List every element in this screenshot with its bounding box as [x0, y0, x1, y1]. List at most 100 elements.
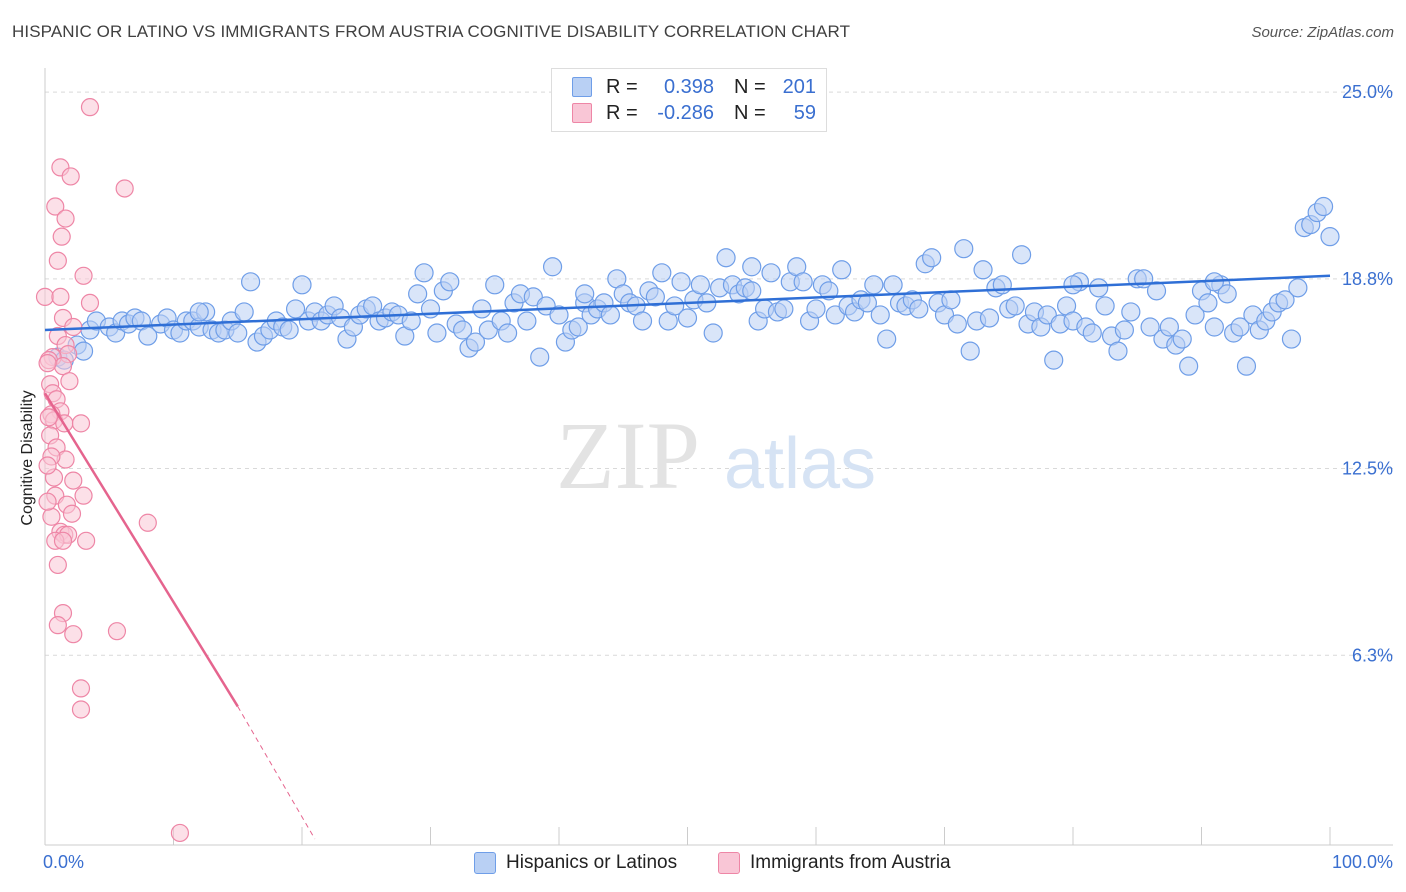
hispanics-point: [947, 314, 967, 334]
x-tick-label-min: 0.0%: [43, 852, 85, 872]
hispanics-point: [677, 308, 698, 328]
bottom-legend-swatch-hispanics: [474, 852, 496, 874]
legend-row-hispanics: R = 0.398 N = 201: [572, 74, 816, 100]
hispanics-point: [440, 272, 460, 292]
hispanics-point: [228, 323, 248, 343]
austria-point: [80, 293, 100, 313]
hispanics-point: [1230, 317, 1250, 337]
hispanics-point: [973, 260, 993, 280]
hispanics-point: [453, 320, 473, 340]
x-tick-label-max: 100.0%: [1331, 852, 1393, 872]
hispanics-point: [1044, 350, 1064, 370]
hispanics-point: [568, 317, 588, 337]
austria-point: [38, 492, 57, 511]
watermark-zip: ZIP: [556, 402, 700, 509]
hispanics-point: [1288, 278, 1308, 298]
hispanics-point: [1159, 317, 1179, 337]
legend-n-label: N =: [734, 101, 766, 124]
austria-point: [56, 209, 75, 228]
hispanics-point: [690, 275, 710, 295]
hispanics-point: [979, 308, 1000, 328]
austria-point: [53, 357, 73, 376]
hispanics-point: [742, 257, 762, 277]
austria-point: [64, 625, 83, 644]
legend-swatch-hispanics: [572, 77, 592, 97]
hispanics-point: [1146, 281, 1167, 301]
hispanics-point: [1095, 296, 1115, 316]
y-tick-label: 6.3%: [1352, 645, 1393, 665]
austria-trend-line-extension: [237, 706, 316, 840]
hispanics-point: [922, 248, 942, 268]
austria-point: [64, 317, 83, 337]
austria-point: [64, 471, 83, 490]
hispanics-point: [292, 275, 312, 295]
legend-swatch-austria: [572, 103, 592, 123]
hispanics-point: [498, 323, 518, 343]
hispanics-trend-line: [44, 274, 1331, 332]
hispanics-point: [1204, 317, 1224, 337]
hispanics-point: [530, 347, 550, 367]
austria-point: [107, 622, 127, 641]
austria-point: [53, 531, 73, 550]
hispanics-point: [774, 299, 794, 319]
chart-title: HISPANIC OR LATINO VS IMMIGRANTS FROM AU…: [12, 22, 851, 41]
hispanics-point: [1114, 320, 1135, 340]
hispanics-point: [870, 305, 890, 325]
austria-point: [35, 287, 55, 306]
austria-point: [74, 486, 93, 505]
hispanics-point: [1281, 329, 1302, 349]
austria-point: [48, 251, 67, 270]
hispanics-point: [189, 302, 209, 322]
austria-point: [52, 227, 71, 246]
austria-point: [71, 414, 91, 433]
axes: [44, 68, 1393, 846]
y-tick-label: 25.0%: [1342, 82, 1393, 102]
hispanics-point: [1121, 302, 1141, 322]
austria-point: [42, 507, 61, 526]
chart-source: Source: ZipAtlas.com: [1251, 24, 1394, 41]
y-tick-label: 18.8%: [1342, 269, 1393, 289]
hispanics-point: [1063, 275, 1083, 295]
austria-point: [80, 98, 100, 117]
hispanics-point: [632, 311, 653, 331]
bottom-legend-label-hispanics: Hispanics or Latinos: [506, 852, 678, 873]
hispanics-point: [465, 332, 486, 352]
austria-point: [48, 616, 67, 635]
hispanics-point: [960, 341, 980, 361]
hispanics-point: [671, 272, 691, 292]
legend-r-value: -0.286: [657, 101, 714, 124]
austria-point: [38, 456, 57, 475]
bottom-legend-label-austria: Immigrants from Austria: [750, 852, 951, 873]
austria-point: [138, 513, 157, 532]
hispanics-point: [1320, 227, 1340, 247]
hispanics-point: [793, 272, 813, 292]
austria-point: [71, 700, 91, 719]
austria-point: [51, 287, 70, 306]
legend-n-label: N =: [734, 75, 766, 98]
austria-point: [115, 179, 134, 198]
hispanics-point: [285, 299, 306, 319]
austria-point: [38, 354, 57, 373]
hispanics-point: [1179, 356, 1199, 376]
hispanics-point: [575, 284, 595, 304]
hispanics-point: [806, 299, 826, 319]
austria-point: [61, 167, 80, 186]
austria-point: [170, 823, 190, 843]
hispanics-point: [427, 323, 447, 343]
hispanics-point: [877, 329, 897, 349]
hispanics-point: [1140, 317, 1160, 337]
austria-point: [71, 679, 91, 698]
legend-r-value: 0.398: [663, 75, 714, 98]
hispanics-point: [542, 257, 563, 277]
legend-n-value: 201: [782, 75, 816, 98]
hispanics-point: [703, 323, 723, 343]
legend-row-austria: R = -0.286 N = 59: [572, 100, 816, 126]
hispanics-point: [864, 275, 884, 295]
hispanics-point: [857, 293, 878, 313]
austria-trend-line: [43, 392, 239, 708]
hispanics-point: [1185, 305, 1205, 325]
hispanics-point: [1275, 290, 1295, 310]
hispanics-point: [549, 305, 569, 325]
y-tick-labels: 6.3% 12.5% 18.8% 25.0%: [1342, 82, 1393, 665]
legend-n-value: 59: [793, 101, 816, 124]
